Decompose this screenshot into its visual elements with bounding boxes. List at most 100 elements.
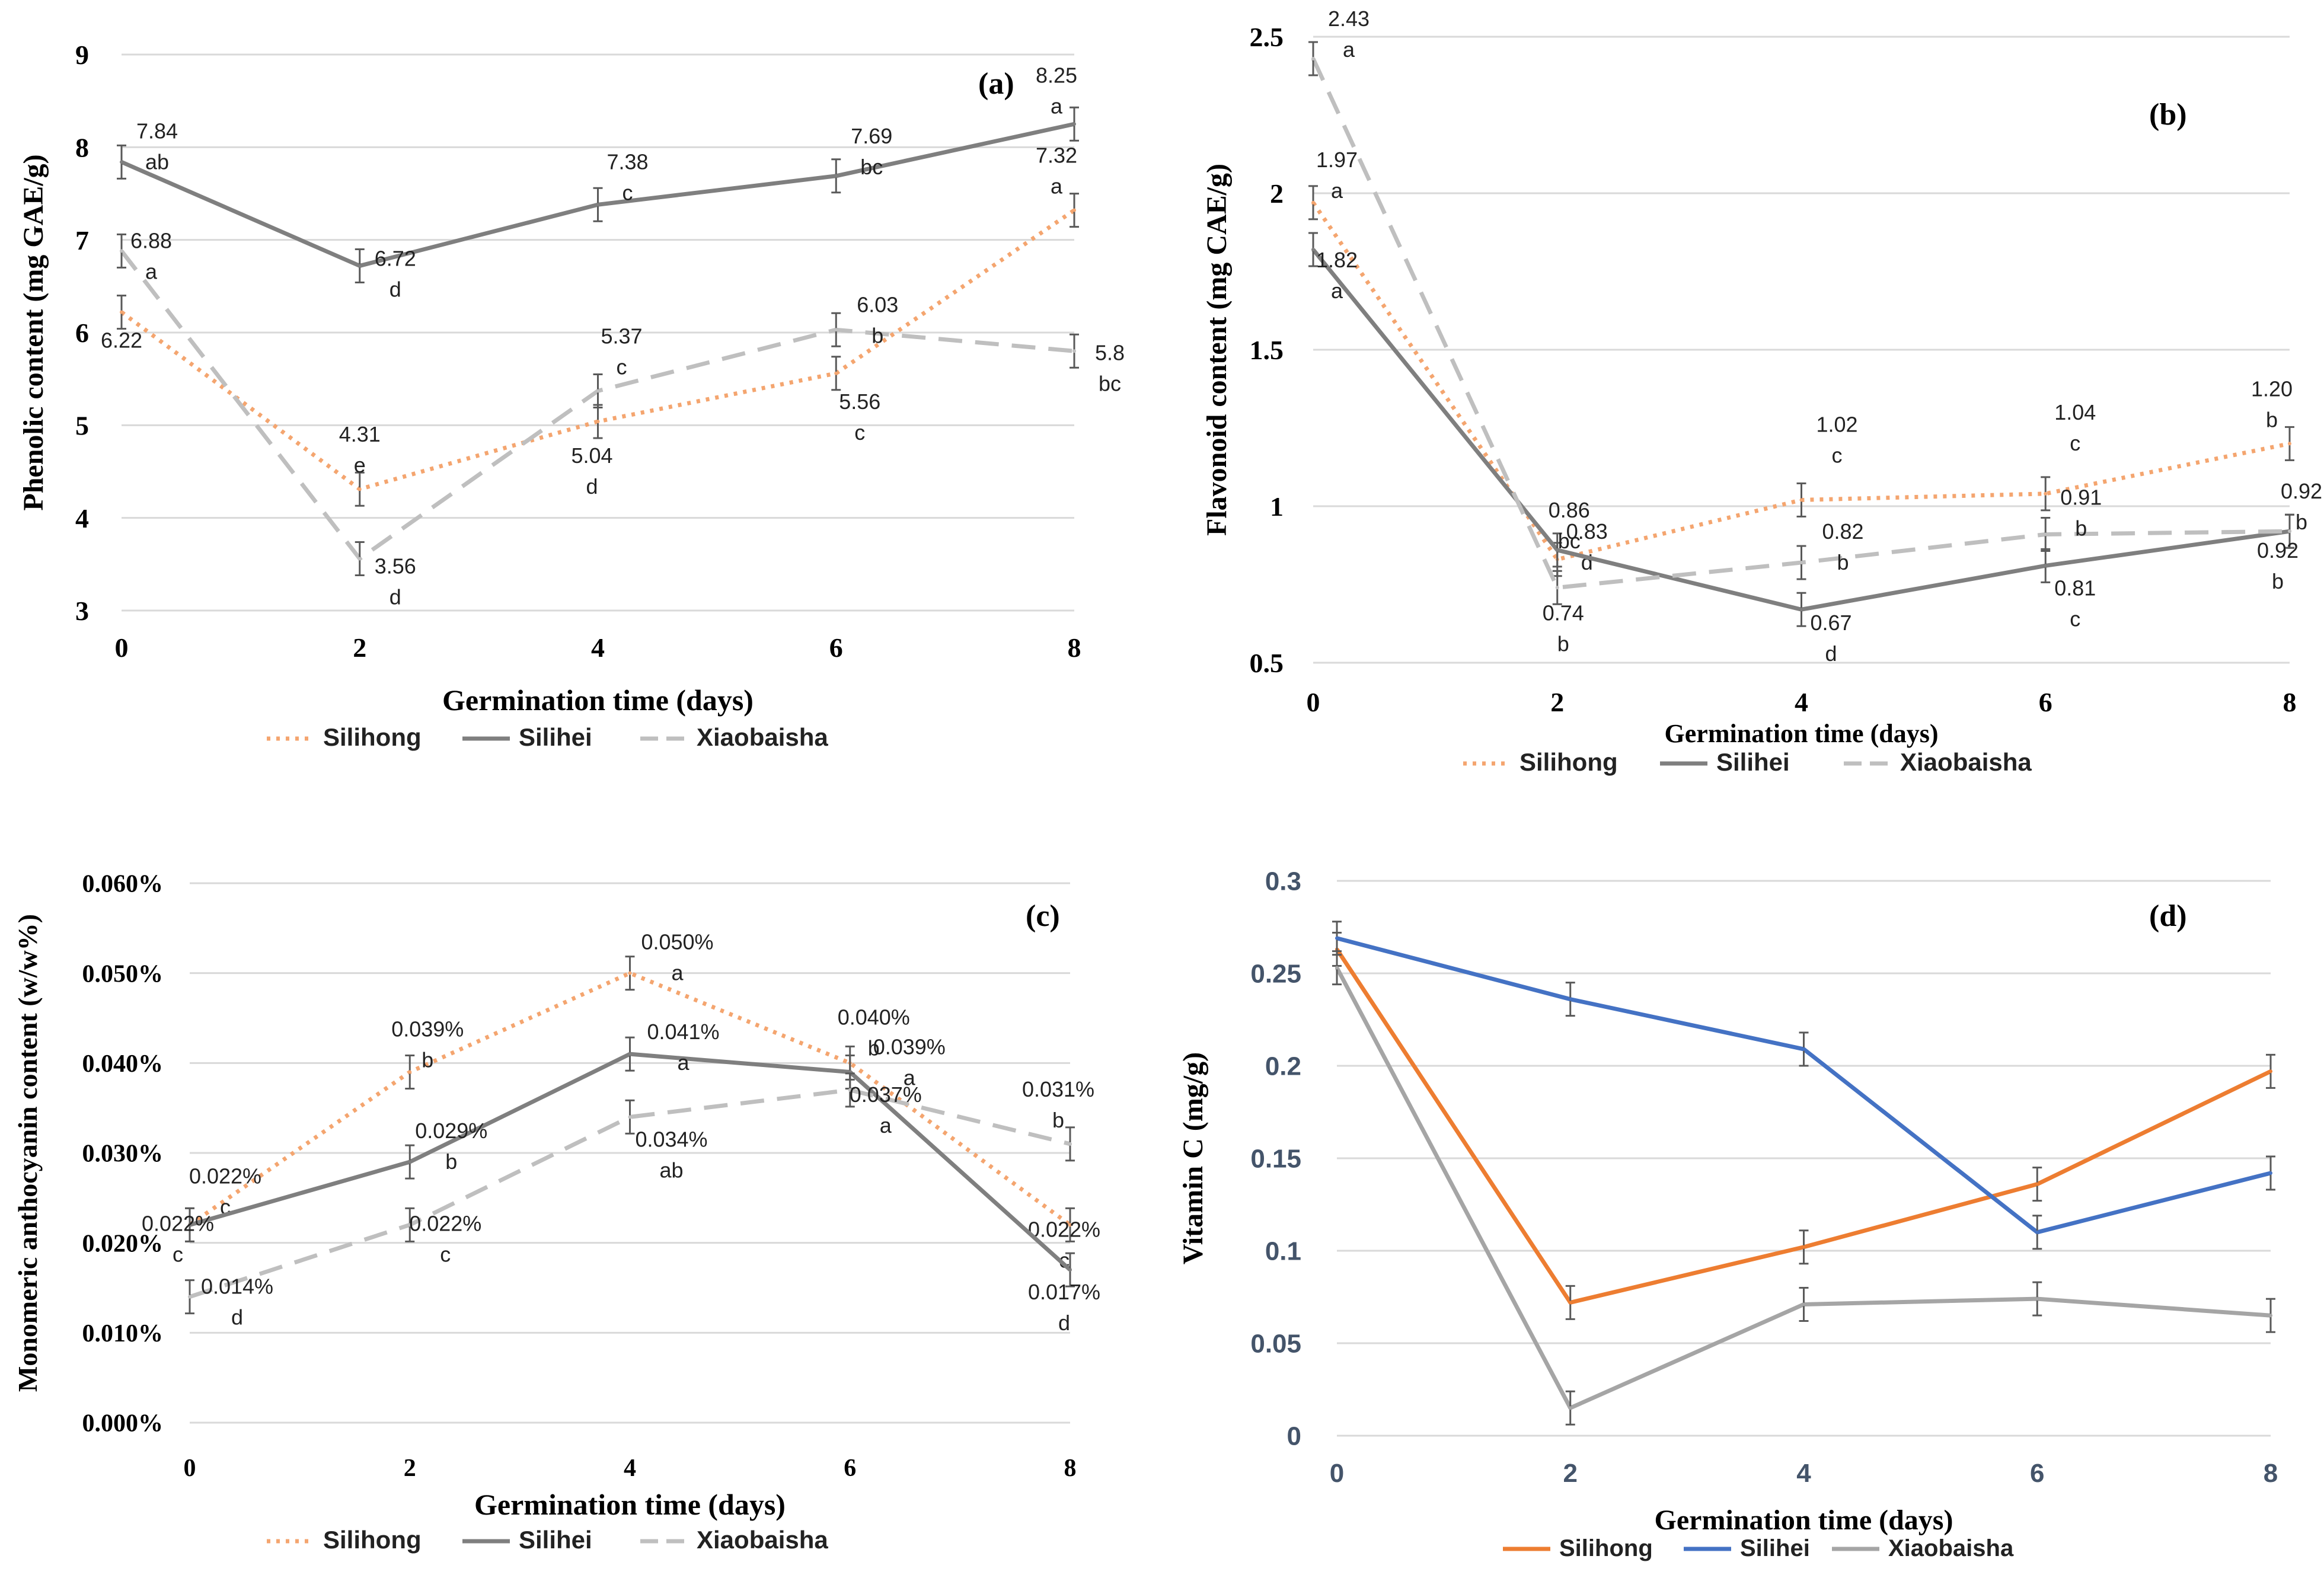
data-point	[1068, 1223, 1072, 1227]
data-label: 0.037%	[850, 1082, 922, 1107]
y-axis-title: Monomeric anthocyanin content (w/w%)	[12, 914, 43, 1392]
legend-entry: Xiaobaisha	[1888, 1535, 2014, 1561]
data-point	[1072, 208, 1076, 212]
y-tick-label: 3	[75, 596, 89, 626]
y-tick-label: 0.3	[1265, 867, 1301, 896]
y-tick-label: 0.060%	[82, 871, 164, 898]
significance-letter: ab	[659, 1158, 683, 1182]
y-tick-label: 1	[1270, 491, 1284, 522]
significance-letter: b	[2266, 407, 2278, 432]
data-point	[1068, 1268, 1072, 1272]
legend-entry: Silihong	[323, 1526, 422, 1554]
y-tick-label: 0.1	[1265, 1237, 1301, 1266]
data-label: 0.81	[2054, 576, 2096, 600]
significance-letter: c	[622, 180, 633, 205]
significance-letter: b	[1557, 631, 1569, 656]
y-tick-label: 8	[75, 132, 89, 162]
legend-entry: Silihei	[519, 723, 592, 751]
significance-letter: c	[854, 420, 865, 445]
legend-entry: Xiaobaisha	[1900, 748, 2032, 776]
data-label: 2.43	[1328, 7, 1370, 31]
y-tick-label: 0.2	[1265, 1052, 1301, 1081]
data-label: 5.56	[839, 389, 880, 414]
y-tick-label: 0.030%	[82, 1140, 164, 1168]
panel-b: 0.5 1 1.5 2 2.5 0 2 4 6 8 Germination time (days) F…	[1201, 7, 2322, 776]
data-label: 0.83	[1566, 519, 1608, 544]
x-axis-title: Germination time (days)	[442, 683, 754, 717]
y-tick-label: 0.000%	[82, 1410, 164, 1437]
data-label: 6.03	[857, 292, 898, 317]
x-tick-label: 8	[1068, 632, 1081, 663]
y-tick-label: 0.05	[1250, 1329, 1301, 1358]
significance-letter: c	[2070, 431, 2080, 455]
panel-label: (b)	[2149, 98, 2187, 132]
significance-letter: bc	[1099, 371, 1121, 395]
significance-letter: b	[868, 1036, 880, 1060]
data-point	[357, 557, 362, 561]
significance-letter: c	[617, 354, 627, 379]
data-label: 1.82	[1316, 248, 1358, 272]
significance-letter: b	[2272, 569, 2284, 593]
y-axis-title: Flavonoid content (mg CAE/g)	[1201, 164, 1233, 536]
y-tick-label: 0.25	[1250, 959, 1301, 988]
x-tick-label: 6	[2030, 1459, 2044, 1488]
series-line-silihei	[1336, 936, 2271, 1235]
y-tick-label: 2	[1270, 178, 1284, 209]
data-label: 0.82	[1822, 519, 1863, 544]
legend-entry: Xiaobaisha	[697, 1526, 828, 1554]
x-axis-title: Germination time (days)	[474, 1488, 786, 1521]
significance-letter: a	[904, 1066, 916, 1090]
x-tick-label: 2	[353, 632, 366, 663]
data-point	[1311, 248, 1315, 252]
data-point	[2288, 442, 2291, 446]
y-axis-title: Vitamin C (mg/g)	[1177, 1052, 1209, 1264]
data-point	[1799, 608, 1803, 612]
data-point	[408, 1070, 412, 1074]
data-point	[2044, 564, 2048, 568]
data-label: 0.74	[1543, 600, 1584, 625]
data-label: 7.32	[1036, 143, 1077, 168]
data-point	[1072, 122, 1076, 126]
data-point	[2288, 529, 2291, 533]
data-label: 8.25	[1036, 63, 1077, 87]
x-tick-label: 0	[184, 1455, 196, 1482]
x-axis-title: Germination time (days)	[1655, 1504, 1953, 1536]
data-point	[188, 1295, 191, 1299]
significance-letter: b	[2296, 510, 2307, 534]
x-tick-label: 0	[1307, 687, 1320, 717]
significance-letter: bc	[1558, 529, 1581, 553]
significance-letter: c	[1832, 443, 1843, 467]
series-line-silihei	[189, 1052, 1072, 1271]
significance-letter: a	[880, 1113, 892, 1138]
x-tick-label: 4	[1796, 1459, 1811, 1488]
y-tick-label: 0	[1287, 1421, 1301, 1451]
data-label: 0.86	[1549, 498, 1590, 522]
series-line-silihong	[189, 971, 1072, 1227]
panel-label: (d)	[2149, 899, 2187, 933]
data-point	[1555, 586, 1559, 590]
data-point	[408, 1223, 412, 1227]
significance-letter: a	[1331, 178, 1343, 203]
x-tick-label: 2	[404, 1455, 416, 1482]
data-label: 0.031%	[1022, 1077, 1094, 1101]
data-label: 0.67	[1810, 611, 1851, 635]
legend-entry: Xiaobaisha	[697, 723, 828, 751]
y-tick-label: 0.040%	[82, 1050, 164, 1078]
data-point	[1068, 1142, 1072, 1146]
legend-entry: Silihong	[1559, 1535, 1653, 1561]
data-label: 0.040%	[838, 1005, 910, 1029]
data-label: 0.91	[2060, 485, 2102, 510]
data-point	[408, 1160, 412, 1164]
data-label: 7.38	[606, 149, 648, 174]
data-label: 0.017%	[1028, 1280, 1100, 1304]
x-tick-label: 6	[844, 1455, 856, 1482]
panel-d: 0 0.05 0.1 0.15 0.2 0.25 0.3 0 2 4 6 8 Germination t…	[1177, 867, 2278, 1561]
data-point	[1335, 966, 1339, 970]
data-point	[628, 1115, 632, 1119]
data-label: 4.31	[339, 422, 381, 446]
significance-letter: d	[1825, 641, 1837, 666]
data-point	[1799, 561, 1803, 565]
data-point	[1799, 498, 1803, 502]
data-point	[834, 174, 838, 178]
